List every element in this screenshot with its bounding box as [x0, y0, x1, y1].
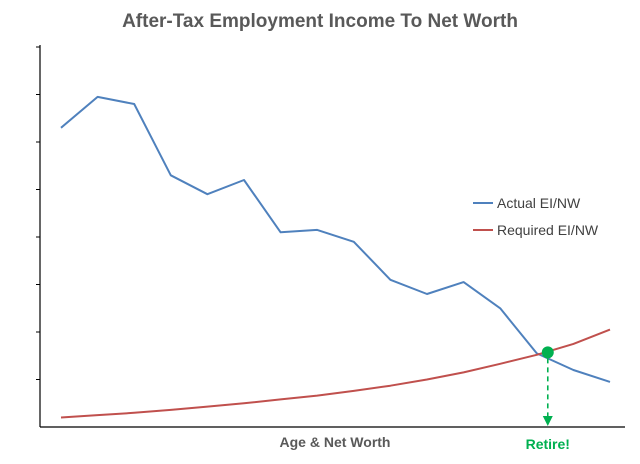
x-axis-label: Age & Net Worth: [280, 434, 391, 450]
retire-arrow-head: [542, 416, 553, 426]
retire-label: Retire!: [526, 436, 570, 452]
chart-title: After-Tax Employment Income To Net Worth: [122, 11, 518, 32]
series-line-1: [60, 95, 611, 383]
series-line-2: [60, 328, 611, 419]
legend-label-1: Actual EI/NW: [497, 195, 581, 211]
legend: Actual EI/NW Required EI/NW: [473, 195, 599, 238]
annotation-layer: [541, 346, 554, 426]
intersection-point: [541, 346, 554, 359]
axes: [36, 45, 625, 428]
series-layer: [60, 95, 611, 419]
legend-label-2: Required EI/NW: [497, 222, 599, 238]
